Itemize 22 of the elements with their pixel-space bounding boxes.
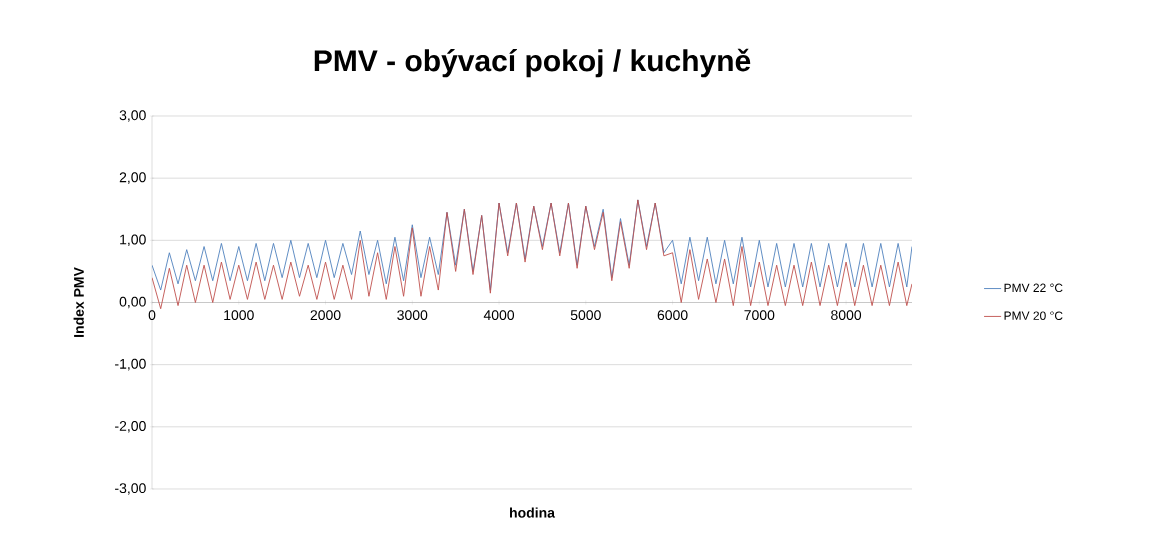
y-tick-label: 3,00 [119,110,146,122]
y-tick-label: -3,00 [115,483,146,495]
chart-title: PMV - obývací pokoj / kuchyně [314,48,751,78]
x-tick-label: 6000 [657,310,688,321]
y-tick-label: -2,00 [115,421,146,433]
legend-label: PMV 20 °C [1004,311,1063,320]
x-tick-label: 5000 [570,310,601,321]
x-tick-label: 4000 [483,310,515,321]
x-tick-label: 0 [148,310,156,321]
x-tick-label: 3000 [397,310,428,321]
y-tick-label: -1,00 [115,358,146,371]
x-tick-label: 2000 [310,310,341,321]
y-tick-label: 1,00 [120,234,146,247]
x-axis-title: hodina [510,507,556,518]
legend-label: PMV 22 °C [1004,283,1063,293]
y-axis-title: Index PMV [73,267,84,337]
x-tick-label: 8000 [831,310,862,321]
y-tick-label: 2,00 [119,172,146,184]
x-tick-label: 1000 [224,310,254,321]
y-tick-label: 0,00 [119,296,146,309]
x-tick-label: 7000 [744,310,775,321]
line-series [152,199,912,310]
